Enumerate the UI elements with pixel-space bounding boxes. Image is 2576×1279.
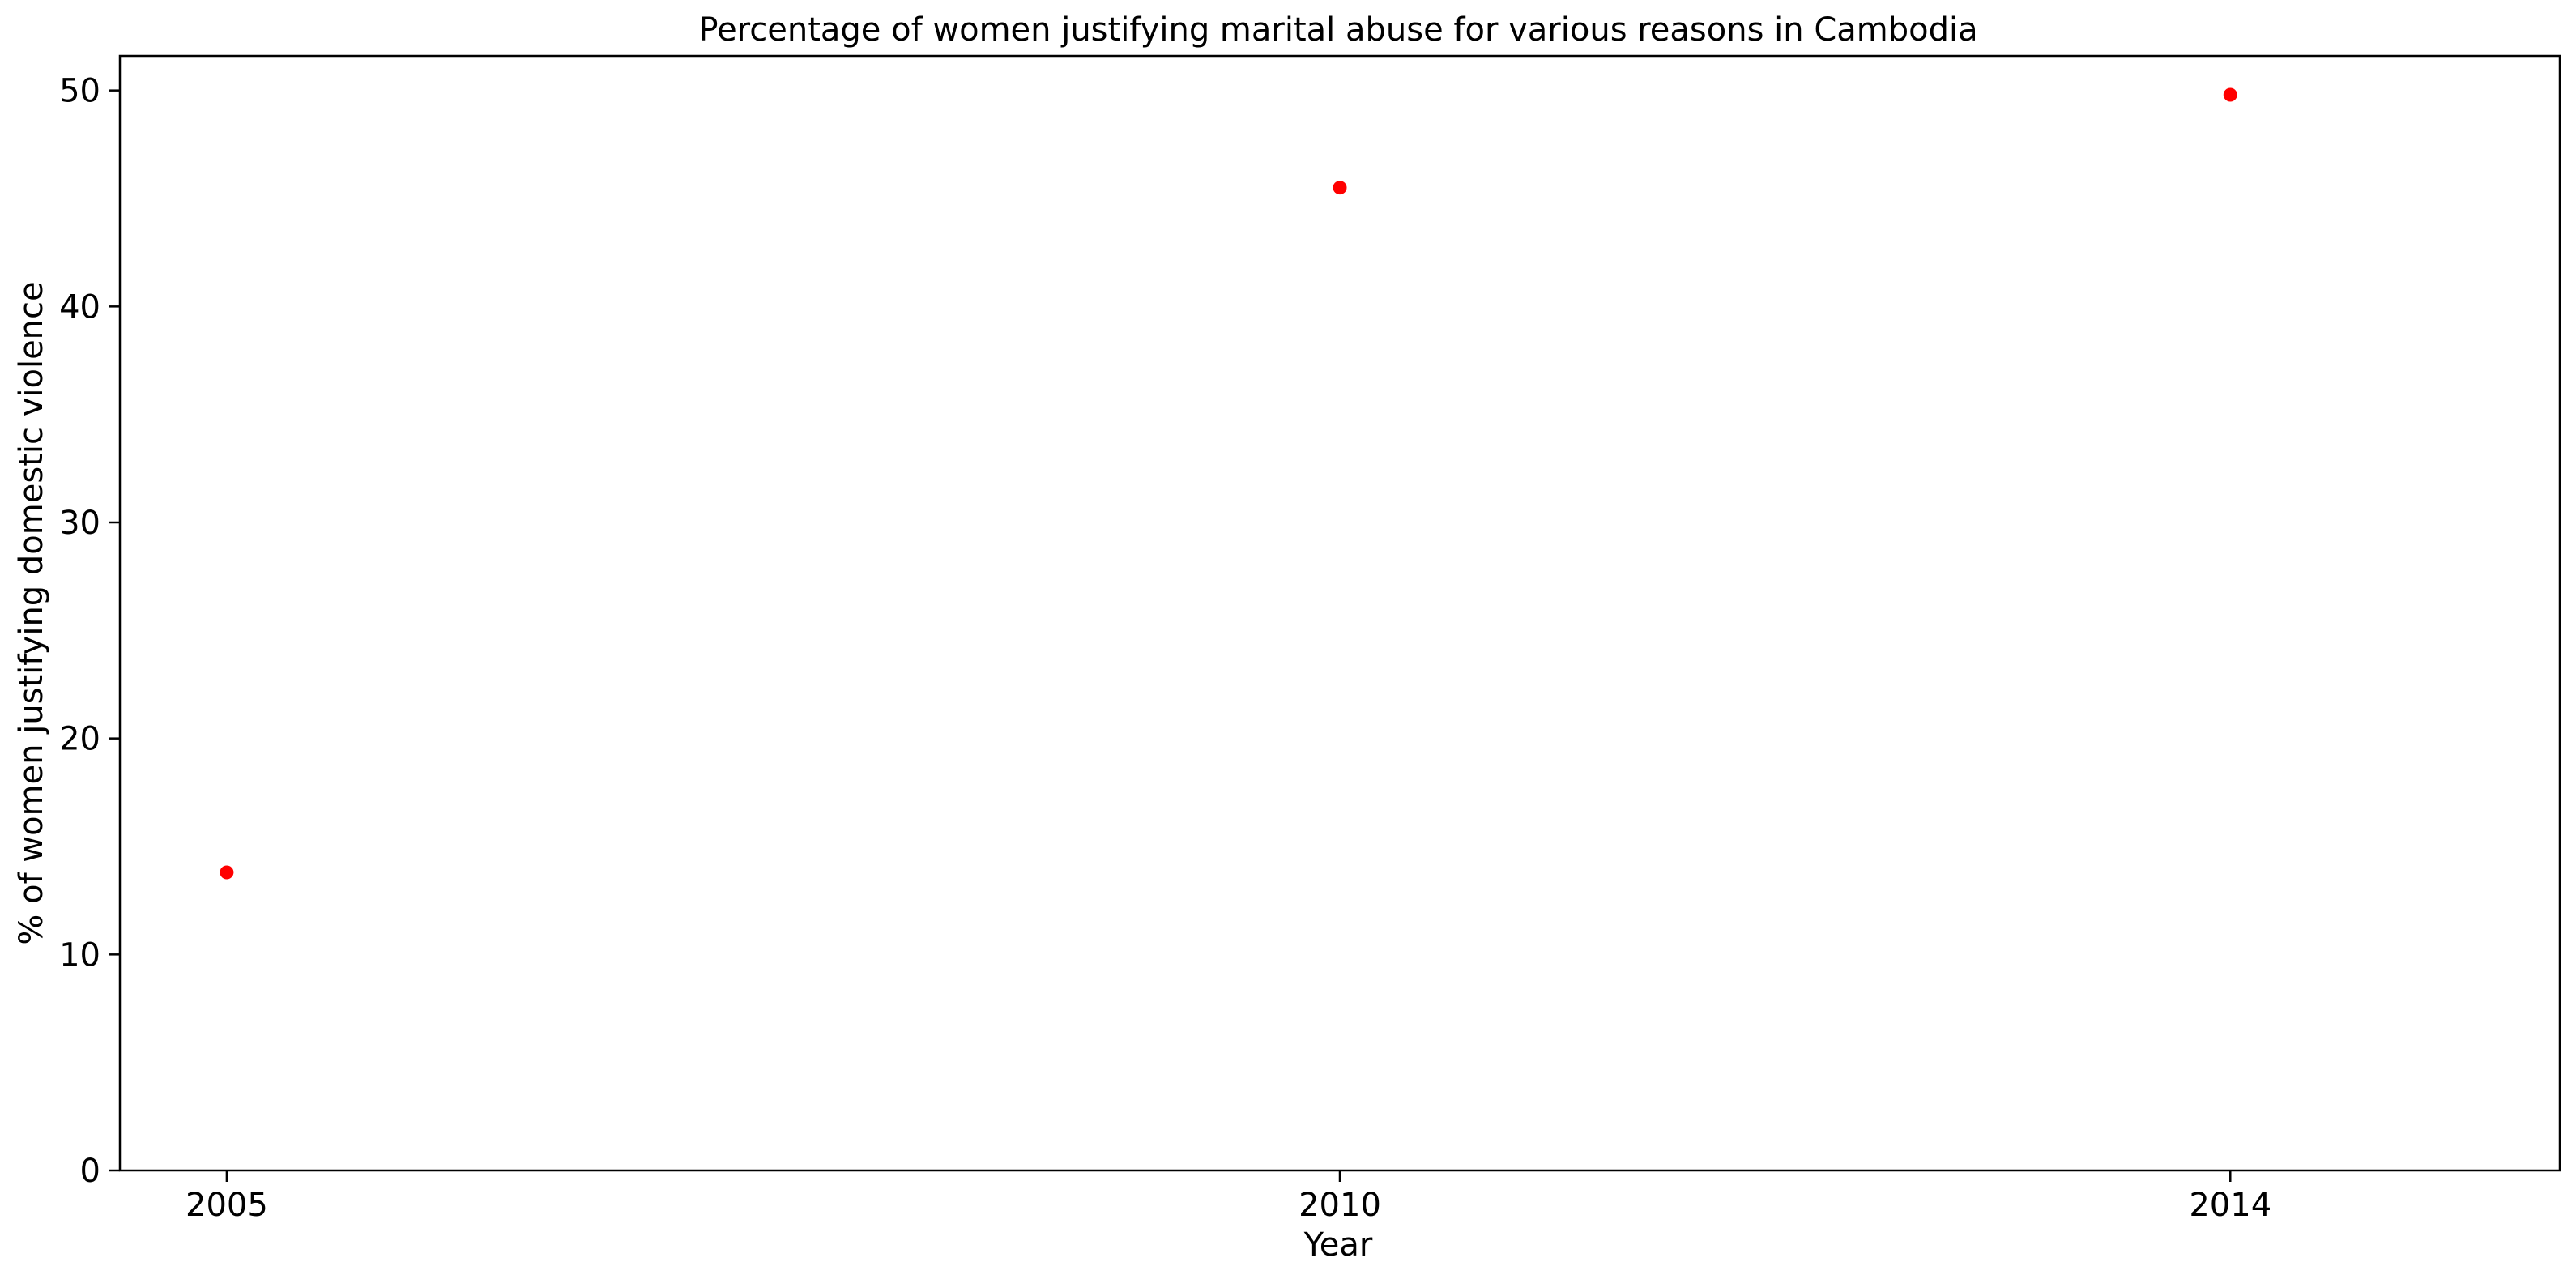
y-tick-label: 30 bbox=[59, 505, 100, 542]
x-tick-label: 2005 bbox=[186, 1187, 268, 1224]
data-point bbox=[2223, 87, 2237, 102]
chart-title: Percentage of women justifying marital a… bbox=[698, 11, 1977, 49]
y-tick-label: 50 bbox=[59, 73, 100, 110]
x-tick-label: 2014 bbox=[2189, 1187, 2271, 1224]
y-tick-label: 40 bbox=[59, 288, 100, 326]
y-axis-ticks: 0 10 20 30 40 50 bbox=[59, 73, 120, 1190]
data-points bbox=[220, 87, 2237, 880]
y-tick-label: 10 bbox=[59, 936, 100, 974]
x-axis-ticks: 2005 2010 2014 bbox=[186, 1170, 2271, 1224]
data-point bbox=[1333, 181, 1347, 195]
y-axis-label: % of women justifying domestic violence bbox=[13, 281, 50, 944]
data-point bbox=[220, 865, 234, 880]
plot-frame bbox=[118, 54, 2561, 1172]
x-axis-label: Year bbox=[1303, 1226, 1373, 1264]
x-tick-label: 2010 bbox=[1299, 1187, 1381, 1224]
y-tick-label: 0 bbox=[80, 1153, 100, 1190]
y-tick-label: 20 bbox=[59, 721, 100, 758]
